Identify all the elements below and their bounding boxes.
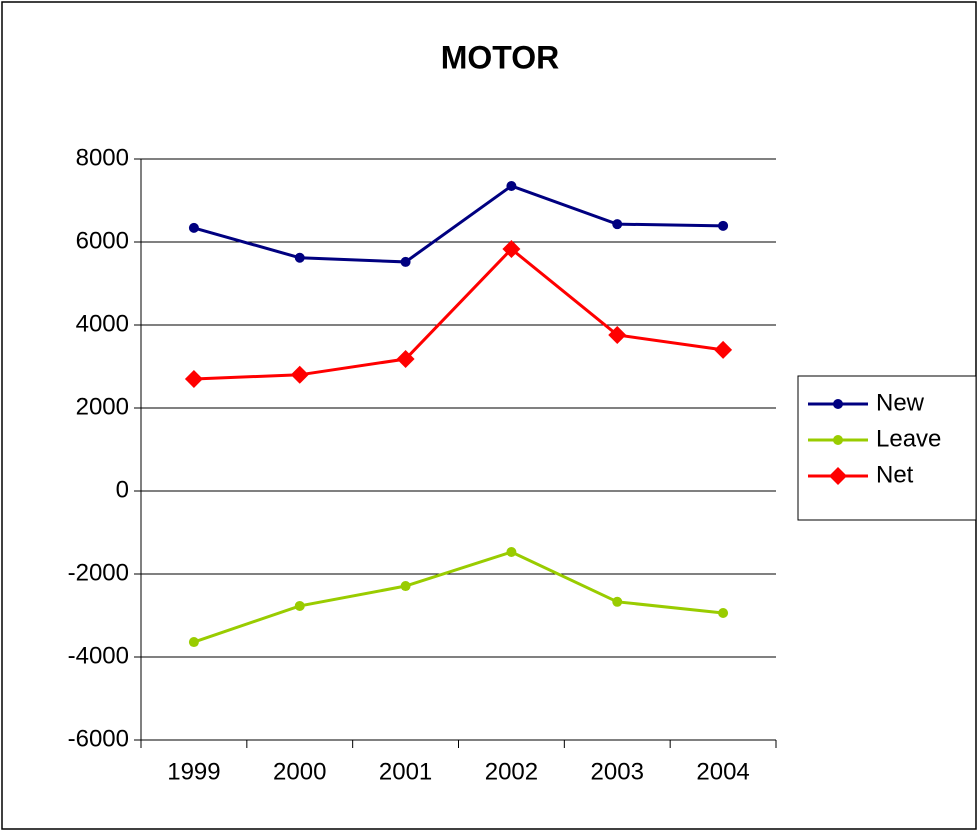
- data-point: [612, 219, 623, 230]
- data-point: [400, 256, 411, 267]
- series-line: [193, 247, 724, 381]
- legend-box: [797, 375, 977, 521]
- data-point: [188, 637, 199, 648]
- y-tick-label: 8000: [76, 144, 129, 171]
- data-point: [188, 222, 199, 233]
- y-tick-label: 6000: [76, 227, 129, 254]
- y-tick-label: -6000: [68, 725, 129, 752]
- chart-title: MOTOR: [441, 39, 560, 75]
- series-line: [193, 550, 724, 644]
- y-tick-label: 0: [116, 476, 129, 503]
- y-tick-label: 4000: [76, 310, 129, 337]
- data-point: [294, 252, 305, 263]
- y-tick-label: 2000: [76, 393, 129, 420]
- x-tick-label: 2001: [379, 758, 432, 785]
- series-line: [193, 184, 724, 264]
- data-point: [608, 325, 627, 344]
- x-tick-label: 2003: [591, 758, 644, 785]
- data-point: [502, 240, 521, 259]
- y-tick-label: -2000: [68, 559, 129, 586]
- legend-label: Net: [876, 461, 914, 488]
- legend-marker: [829, 467, 847, 485]
- x-tick-label: 1999: [167, 758, 220, 785]
- data-point: [506, 180, 517, 191]
- data-point: [400, 581, 411, 592]
- legend-label: Leave: [876, 425, 941, 452]
- data-point: [294, 600, 305, 611]
- y-tick-label: -4000: [68, 642, 129, 669]
- data-point: [718, 220, 729, 231]
- data-point: [714, 340, 733, 359]
- data-point: [184, 369, 203, 388]
- x-tick-label: 2004: [696, 758, 749, 785]
- x-tick-label: 2002: [485, 758, 538, 785]
- legend-marker: [833, 399, 843, 409]
- legend-label: New: [876, 389, 925, 416]
- legend-marker: [833, 435, 843, 445]
- data-point: [718, 608, 729, 619]
- x-tick-label: 2000: [273, 758, 326, 785]
- data-point: [290, 365, 309, 384]
- data-point: [396, 350, 415, 369]
- data-point: [612, 596, 623, 607]
- data-point: [506, 547, 517, 558]
